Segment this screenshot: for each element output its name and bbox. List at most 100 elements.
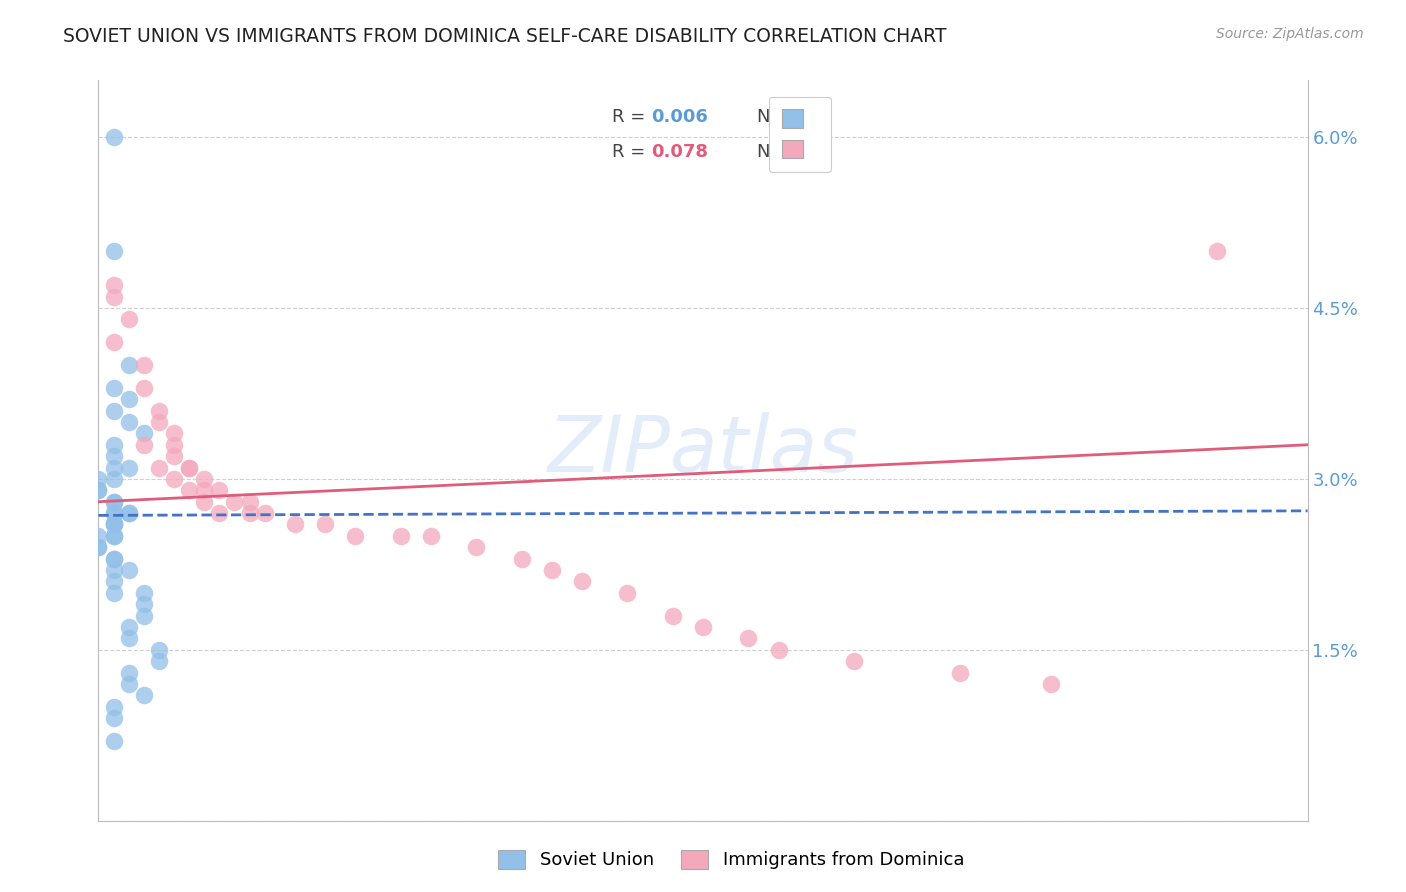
Point [103,711,125,725]
Point [87,483,110,498]
Text: N =: N = [758,143,797,161]
Point [132,689,155,703]
Point [118,415,141,429]
Point [132,381,155,395]
Point [193,472,215,486]
Point [103,130,125,145]
Point [87,472,110,486]
Point [179,460,201,475]
Point [103,563,125,577]
Point [737,632,759,646]
Point [118,563,141,577]
Point [103,494,125,508]
Point [616,586,638,600]
Point [118,312,141,326]
Point [103,438,125,452]
Text: 0.006: 0.006 [651,108,707,126]
Text: R =: R = [613,143,651,161]
Point [103,506,125,520]
Point [692,620,714,634]
Point [179,460,201,475]
Point [224,494,246,508]
Text: 44: 44 [796,143,821,161]
Point [118,460,141,475]
Point [132,586,155,600]
Point [87,541,110,555]
Point [103,472,125,486]
Point [253,506,276,520]
Point [239,494,262,508]
Point [103,278,125,293]
Point [118,632,141,646]
Point [179,483,201,498]
Legend:  ,  : , [769,96,831,171]
Text: ZIPatlas: ZIPatlas [547,412,859,489]
Text: 49: 49 [796,108,821,126]
Point [103,335,125,350]
Point [510,551,533,566]
Point [284,517,307,532]
Point [389,529,412,543]
Point [949,665,972,680]
Point [132,358,155,372]
Point [103,517,125,532]
Point [87,529,110,543]
Point [118,506,141,520]
Point [661,608,683,623]
Point [208,483,231,498]
Point [540,563,562,577]
Point [132,597,155,611]
Point [208,506,231,520]
Point [1039,677,1062,691]
Point [103,517,125,532]
Point [344,529,367,543]
Point [163,449,186,463]
Point [132,608,155,623]
Point [571,574,593,589]
Point [118,392,141,407]
Point [103,529,125,543]
Point [103,244,125,259]
Point [314,517,336,532]
Point [148,654,170,668]
Point [103,494,125,508]
Point [768,642,790,657]
Point [103,517,125,532]
Legend: Soviet Union, Immigrants from Dominica: Soviet Union, Immigrants from Dominica [489,841,973,879]
Point [118,665,141,680]
Point [132,426,155,441]
Text: R =: R = [613,108,651,126]
Point [103,449,125,463]
Point [103,586,125,600]
Point [103,699,125,714]
Point [148,642,170,657]
Point [87,483,110,498]
Point [148,415,170,429]
Point [118,358,141,372]
Point [103,403,125,417]
Point [118,620,141,634]
Point [103,381,125,395]
Point [103,551,125,566]
Point [1206,244,1229,259]
Point [465,541,488,555]
Point [118,677,141,691]
Point [163,472,186,486]
Text: Source: ZipAtlas.com: Source: ZipAtlas.com [1216,27,1364,41]
Point [103,529,125,543]
Point [103,460,125,475]
Point [844,654,866,668]
Text: SOVIET UNION VS IMMIGRANTS FROM DOMINICA SELF-CARE DISABILITY CORRELATION CHART: SOVIET UNION VS IMMIGRANTS FROM DOMINICA… [63,27,946,45]
Point [87,541,110,555]
Text: N =: N = [758,108,797,126]
Point [239,506,262,520]
Point [193,483,215,498]
Point [148,460,170,475]
Point [163,426,186,441]
Point [118,506,141,520]
Point [193,494,215,508]
Point [163,438,186,452]
Point [103,734,125,748]
Point [420,529,443,543]
Point [103,290,125,304]
